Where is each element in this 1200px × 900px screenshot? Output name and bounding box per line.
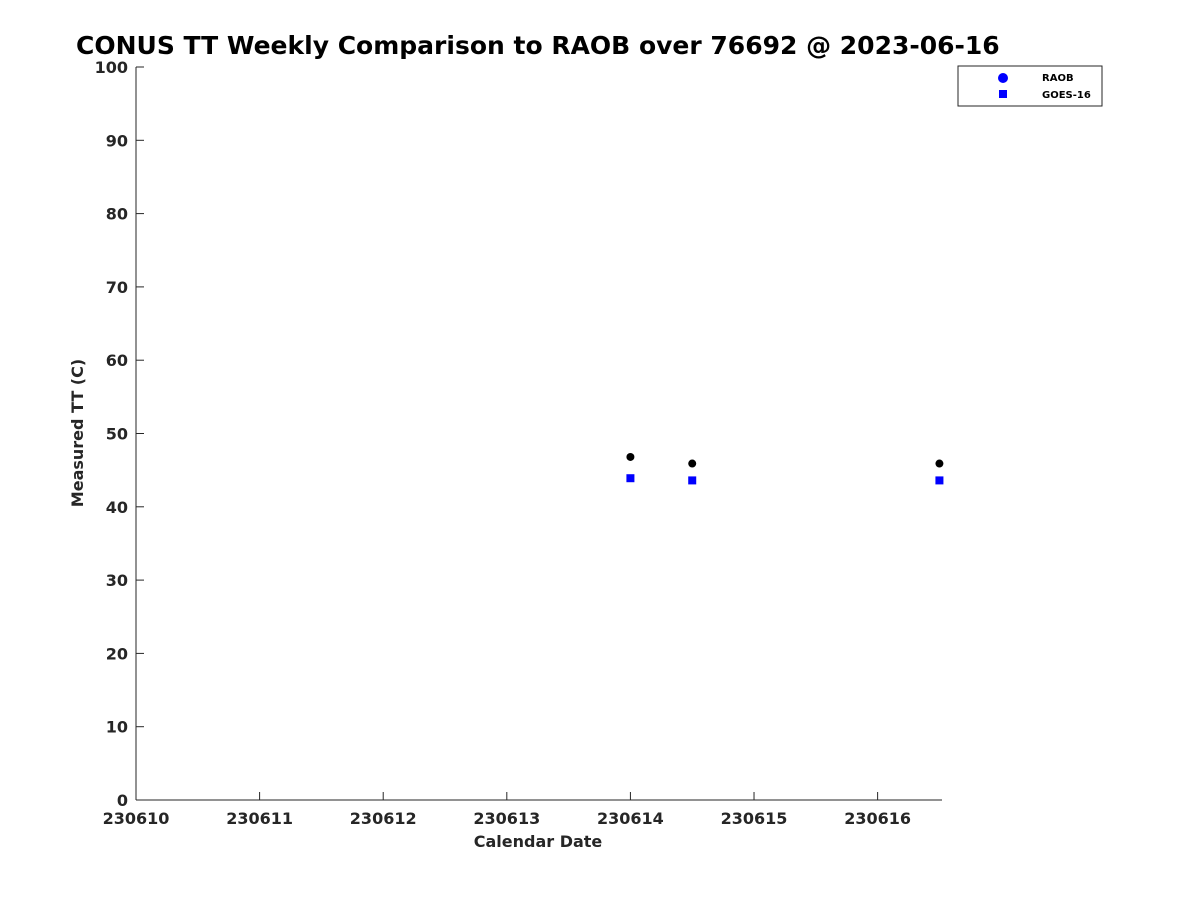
legend-raob-label: RAOB [1042, 73, 1074, 84]
x-tick-label: 230615 [721, 809, 788, 828]
goes-16-point [626, 474, 635, 483]
raob-point [935, 459, 944, 468]
raob-point [626, 452, 635, 461]
legend-goes-marker [999, 90, 1007, 98]
plot-axes [135, 67, 942, 801]
y-tick-label: 50 [106, 425, 128, 444]
x-tick-label: 230611 [226, 809, 293, 828]
x-tick-label: 230610 [103, 809, 170, 828]
x-tick-label: 230612 [350, 809, 417, 828]
chart-title: CONUS TT Weekly Comparison to RAOB over … [76, 31, 1000, 60]
y-axis-label: Measured TT (C) [68, 359, 87, 507]
raob-point [688, 459, 697, 468]
x-tick-label: 230614 [597, 809, 664, 828]
legend-box [957, 65, 1103, 107]
x-axis-ticks: 230610 230611 230612 230613 230614 230615 2306… [103, 792, 911, 828]
y-tick-label: 30 [106, 571, 128, 590]
y-axis-ticks: 0 10 20 30 40 50 60 70 80 90 100 [95, 58, 144, 810]
legend-goes-label: GOES-16 [1042, 90, 1091, 101]
y-tick-label: 90 [106, 131, 128, 150]
y-tick-label: 40 [106, 498, 128, 517]
y-tick-label: 80 [106, 205, 128, 224]
legend-raob-marker [998, 73, 1008, 83]
x-axis-label: Calendar Date [474, 832, 603, 851]
y-tick-label: 10 [106, 718, 128, 737]
y-tick-label: 0 [117, 791, 128, 810]
x-tick-label: 230613 [473, 809, 540, 828]
legend: RAOB GOES-16 [957, 65, 1103, 107]
x-tick-label: 230616 [844, 809, 911, 828]
y-tick-label: 60 [106, 351, 128, 370]
y-tick-label: 100 [95, 58, 128, 77]
goes-16-point [688, 476, 697, 485]
y-tick-label: 20 [106, 644, 128, 663]
y-tick-label: 70 [106, 278, 128, 297]
data-series [626, 452, 944, 485]
goes-16-point [935, 476, 944, 485]
